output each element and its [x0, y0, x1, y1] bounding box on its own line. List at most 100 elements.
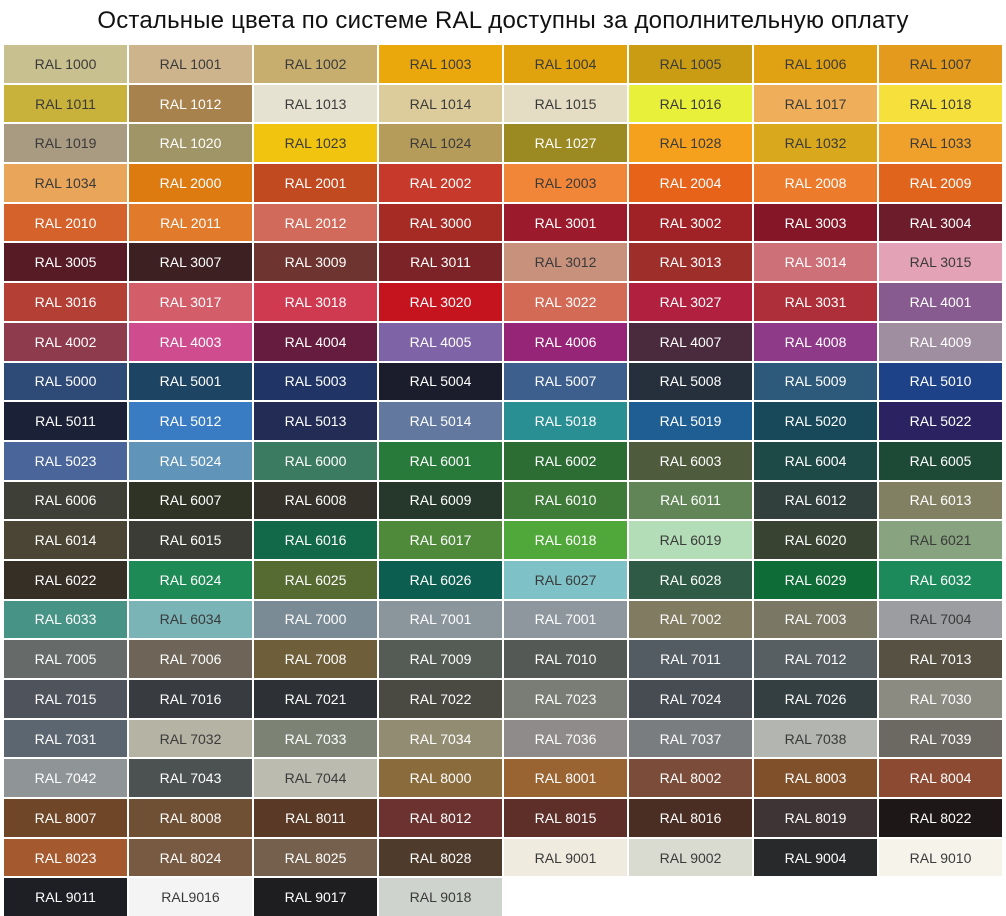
color-swatch: RAL 1013 — [254, 84, 377, 123]
color-swatch: RAL 6007 — [129, 481, 252, 520]
color-swatch: RAL 4007 — [629, 322, 752, 361]
color-swatch: RAL 3005 — [4, 243, 127, 282]
color-swatch: RAL 7011 — [629, 640, 752, 678]
color-swatch: RAL 2000 — [129, 164, 252, 202]
color-swatch: RAL 8012 — [379, 799, 502, 837]
color-swatch: RAL 7022 — [379, 680, 502, 718]
color-swatch: RAL 1017 — [754, 84, 877, 123]
color-swatch: RAL 2004 — [629, 164, 752, 202]
color-swatch: RAL 8004 — [879, 759, 1002, 798]
color-swatch: RAL 1020 — [129, 124, 252, 163]
color-swatch: RAL 5008 — [629, 362, 752, 401]
color-swatch: RAL 7042 — [4, 759, 127, 798]
color-swatch: RAL 7034 — [379, 719, 502, 758]
color-swatch: RAL 7010 — [504, 640, 627, 678]
color-swatch: RAL 2012 — [254, 203, 377, 242]
color-swatch: RAL 6029 — [754, 560, 877, 599]
color-swatch: RAL 7037 — [629, 719, 752, 758]
color-swatch: RAL 1012 — [129, 84, 252, 123]
color-swatch: RAL 7016 — [129, 680, 252, 718]
color-swatch: RAL 5018 — [504, 402, 627, 440]
color-swatch: RAL 8003 — [754, 759, 877, 798]
color-swatch: RAL 6000 — [254, 441, 377, 480]
color-swatch: RAL 7036 — [504, 719, 627, 758]
color-swatch: RAL 8019 — [754, 799, 877, 837]
color-swatch: RAL 6013 — [879, 481, 1002, 520]
color-swatch: RAL 6006 — [4, 481, 127, 520]
color-swatch: RAL 8025 — [254, 838, 377, 877]
color-swatch: RAL 4001 — [879, 283, 1002, 321]
color-swatch: RAL 6027 — [504, 560, 627, 599]
color-swatch: RAL 8028 — [379, 838, 502, 877]
color-swatch: RAL 2010 — [4, 203, 127, 242]
color-swatch: RAL 5020 — [754, 402, 877, 440]
color-swatch: RAL 6010 — [504, 481, 627, 520]
color-swatch: RAL 5024 — [129, 441, 252, 480]
color-swatch: RAL 5010 — [879, 362, 1002, 401]
color-swatch: RAL 7004 — [879, 600, 1002, 639]
color-swatch: RAL 6034 — [129, 600, 252, 639]
color-swatch: RAL 6002 — [504, 441, 627, 480]
color-swatch: RAL 8000 — [379, 759, 502, 798]
color-swatch: RAL 5000 — [4, 362, 127, 401]
color-swatch: RAL 7006 — [129, 640, 252, 678]
color-swatch: RAL 3000 — [379, 203, 502, 242]
color-swatch: RAL 6022 — [4, 560, 127, 599]
color-swatch: RAL 3020 — [379, 283, 502, 321]
color-swatch: RAL 7032 — [129, 719, 252, 758]
color-swatch: RAL 7009 — [379, 640, 502, 678]
color-swatch: RAL 1003 — [379, 45, 502, 83]
color-swatch: RAL 6012 — [754, 481, 877, 520]
color-swatch: RAL 3003 — [754, 203, 877, 242]
color-swatch: RAL 4004 — [254, 322, 377, 361]
color-swatch: RAL 4003 — [129, 322, 252, 361]
color-swatch: RAL 1015 — [504, 84, 627, 123]
color-swatch: RAL 7003 — [754, 600, 877, 639]
color-swatch: RAL 5013 — [254, 402, 377, 440]
color-swatch: RAL 1007 — [879, 45, 1002, 83]
color-swatch: RAL 5004 — [379, 362, 502, 401]
color-swatch: RAL 7005 — [4, 640, 127, 678]
color-swatch: RAL 9018 — [379, 878, 502, 916]
color-swatch: RAL 5012 — [129, 402, 252, 440]
color-swatch: RAL 1034 — [4, 164, 127, 202]
color-swatch: RAL 5003 — [254, 362, 377, 401]
color-swatch: RAL 9017 — [254, 878, 377, 916]
color-swatch: RAL 6009 — [379, 481, 502, 520]
color-swatch: RAL 1027 — [504, 124, 627, 163]
swatch-grid: RAL 1000 RAL 1001 RAL 1002 RAL 1003 RAL 1004… — [4, 45, 1002, 916]
color-swatch: RAL 2001 — [254, 164, 377, 202]
color-swatch: RAL 5022 — [879, 402, 1002, 440]
color-swatch: RAL 6026 — [379, 560, 502, 599]
color-swatch: RAL 8002 — [629, 759, 752, 798]
color-swatch: RAL 6024 — [129, 560, 252, 599]
color-swatch: RAL 6028 — [629, 560, 752, 599]
color-swatch: RAL 7023 — [504, 680, 627, 718]
color-swatch: RAL 3004 — [879, 203, 1002, 242]
color-swatch: RAL 5001 — [129, 362, 252, 401]
color-swatch: RAL 1018 — [879, 84, 1002, 123]
color-swatch: RAL 6019 — [629, 521, 752, 559]
color-swatch: RAL 1028 — [629, 124, 752, 163]
color-swatch: RAL 3014 — [754, 243, 877, 282]
color-swatch: RAL 6025 — [254, 560, 377, 599]
color-swatch: RAL 7008 — [254, 640, 377, 678]
color-swatch: RAL 7001 — [504, 600, 627, 639]
color-swatch: RAL 5019 — [629, 402, 752, 440]
color-swatch: RAL 4005 — [379, 322, 502, 361]
color-swatch: RAL 1005 — [629, 45, 752, 83]
color-swatch: RAL 8008 — [129, 799, 252, 837]
color-swatch: RAL 1023 — [254, 124, 377, 163]
color-swatch: RAL 6032 — [879, 560, 1002, 599]
color-swatch: RAL 7013 — [879, 640, 1002, 678]
color-swatch: RAL 5009 — [754, 362, 877, 401]
color-swatch: RAL 2003 — [504, 164, 627, 202]
color-swatch: RAL 7001 — [379, 600, 502, 639]
color-swatch: RAL 4008 — [754, 322, 877, 361]
color-swatch: RAL 1004 — [504, 45, 627, 83]
color-swatch: RAL 3013 — [629, 243, 752, 282]
color-swatch: RAL 7044 — [254, 759, 377, 798]
color-swatch: RAL 8015 — [504, 799, 627, 837]
color-swatch: RAL 6021 — [879, 521, 1002, 559]
color-swatch: RAL 3011 — [379, 243, 502, 282]
